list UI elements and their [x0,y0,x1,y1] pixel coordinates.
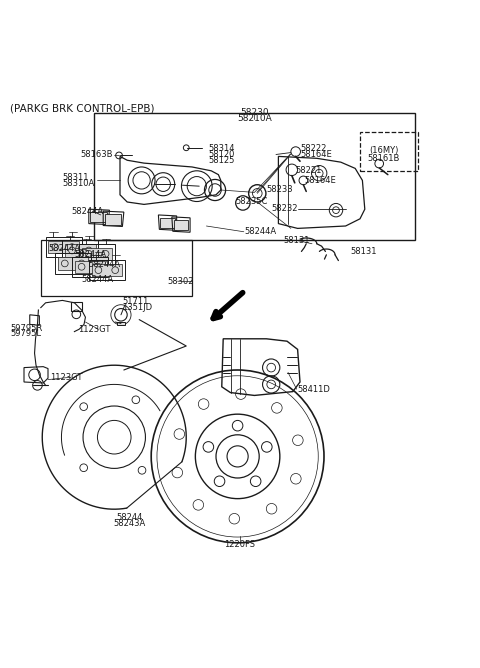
Text: 58244A: 58244A [245,227,277,236]
Bar [94,113,415,240]
Text: 1220FS: 1220FS [225,540,255,548]
Text: (16MY): (16MY) [369,146,399,155]
Text: 58243A: 58243A [113,518,146,528]
Bar [41,240,192,296]
Text: 58161B: 58161B [368,154,400,163]
Circle shape [236,389,246,399]
Text: 58235C: 58235C [235,198,267,206]
Bar [360,132,418,171]
Text: 58164E: 58164E [305,176,336,185]
Bar [82,248,112,260]
Text: 58244A: 58244A [71,206,103,216]
Text: 58125: 58125 [209,156,235,165]
Circle shape [251,476,261,486]
Circle shape [214,476,225,486]
Bar [75,261,105,273]
Text: 58302: 58302 [167,277,193,286]
Circle shape [262,442,272,452]
Bar [174,220,188,230]
Circle shape [229,514,240,524]
Bar [117,322,125,325]
Text: 1123GT: 1123GT [78,325,110,334]
Text: 1351JD: 1351JD [122,303,153,312]
Text: 58244A: 58244A [89,260,121,269]
Bar [65,244,96,257]
Text: 58232: 58232 [271,204,298,212]
Bar [92,264,122,277]
Text: 58221: 58221 [295,166,322,175]
Circle shape [266,504,277,514]
Text: 58210A: 58210A [237,114,272,123]
Circle shape [198,399,209,409]
Text: 59795R: 59795R [11,324,43,333]
Text: 58244A: 58244A [48,244,80,253]
Text: 51711: 51711 [122,297,149,307]
Bar [58,257,88,270]
Text: (PARKG BRK CONTROL-EPB): (PARKG BRK CONTROL-EPB) [10,104,154,114]
Circle shape [172,468,182,478]
Bar [105,214,121,224]
Text: 58411D: 58411D [298,385,330,393]
Text: 58310A: 58310A [62,179,95,188]
Circle shape [193,500,204,510]
Text: 58131: 58131 [350,247,377,256]
Text: 59795L: 59795L [11,329,42,339]
Circle shape [293,435,303,446]
Bar [48,241,79,253]
Text: 58222: 58222 [300,144,326,153]
Text: 1123GT: 1123GT [50,373,83,381]
Circle shape [290,474,301,484]
Bar [71,303,82,311]
Circle shape [203,442,214,452]
Text: 58131: 58131 [283,236,310,245]
Circle shape [174,429,185,440]
Bar [90,212,107,222]
Circle shape [232,420,243,431]
Circle shape [272,403,282,413]
Text: 58230: 58230 [240,108,269,117]
Text: 58164E: 58164E [300,150,332,159]
Text: 58314: 58314 [209,144,235,153]
Text: 58244A: 58244A [74,250,107,259]
Text: 58311: 58311 [62,173,89,182]
Text: 58233: 58233 [266,186,293,194]
Text: 58120: 58120 [209,150,235,159]
Bar [160,218,175,228]
Text: 58244A: 58244A [82,275,114,284]
Text: 58244: 58244 [117,513,143,522]
Text: 58163B: 58163B [80,150,113,160]
